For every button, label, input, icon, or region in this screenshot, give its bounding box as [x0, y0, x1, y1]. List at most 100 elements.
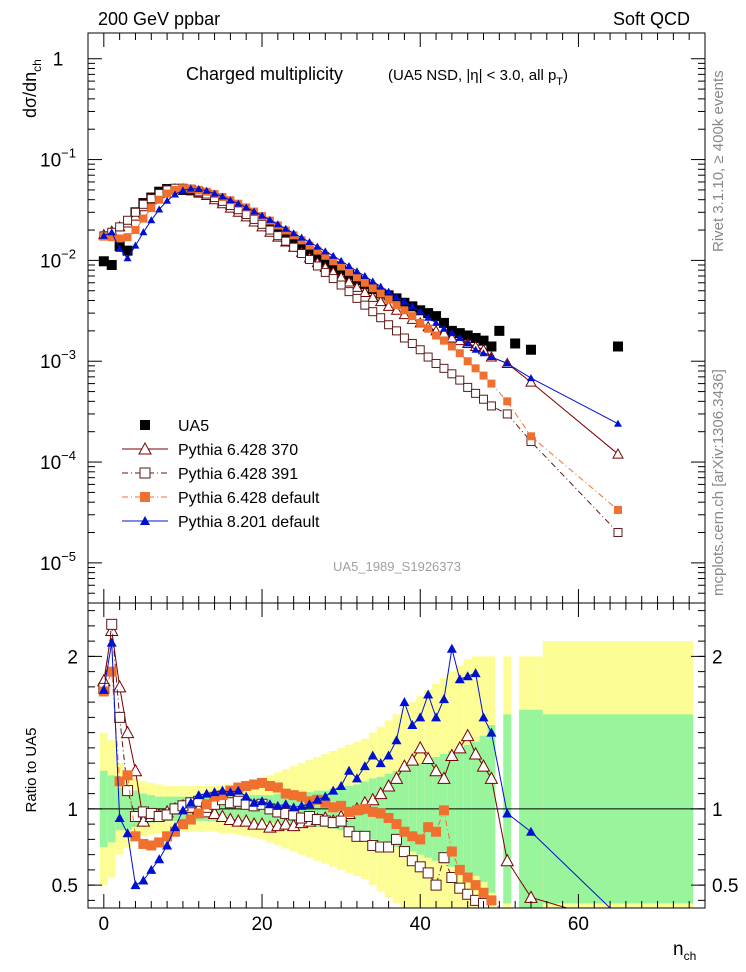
header-left: 200 GeV ppbar	[98, 9, 220, 29]
ratio-point	[438, 694, 449, 704]
data-point	[336, 280, 346, 290]
data-point	[147, 216, 156, 224]
ratio-point	[280, 788, 291, 799]
ratio-point	[430, 879, 442, 891]
ratio-point	[454, 674, 465, 684]
ratio-point	[391, 735, 402, 745]
data-point	[344, 287, 354, 297]
ratio-point	[405, 753, 420, 766]
ratio-point	[365, 792, 380, 806]
ratio-frame	[87, 602, 706, 909]
ratio-point	[454, 864, 465, 875]
data-point	[328, 260, 339, 271]
data-point	[305, 238, 314, 246]
data-point	[384, 320, 394, 330]
data-point	[138, 199, 148, 209]
ratio-point	[225, 787, 236, 797]
ratio-point	[122, 785, 134, 797]
ratio-point	[130, 831, 141, 842]
ratio-point	[209, 791, 220, 802]
ratio-point	[138, 875, 149, 885]
data-point	[454, 328, 465, 339]
data-point	[337, 256, 346, 264]
data-point	[368, 307, 378, 317]
ratio-point	[257, 777, 268, 788]
data-point	[123, 254, 132, 262]
ratio-point	[383, 750, 394, 760]
data-point	[392, 326, 401, 336]
ratio-point	[201, 788, 212, 798]
data-point	[226, 196, 235, 204]
chart-subtitle: (UA5 NSD, |η| < 3.0, all pT)	[388, 67, 568, 88]
ratio-point	[280, 799, 291, 809]
data-point	[163, 196, 172, 204]
ratio-point	[351, 805, 362, 816]
ratio-point	[437, 771, 451, 784]
ratio-point	[423, 689, 434, 699]
data-point	[345, 261, 354, 269]
data-point	[297, 233, 306, 241]
y-tick-label: 10−1	[40, 146, 76, 172]
series-pythia-6-428-default	[99, 184, 622, 514]
data-point	[612, 448, 624, 459]
data-point	[612, 341, 623, 352]
data-point	[368, 284, 377, 293]
data-point	[390, 304, 403, 315]
ratio-point	[438, 805, 449, 816]
ratio-point	[241, 791, 252, 801]
data-point	[416, 318, 425, 327]
ratio-point	[193, 808, 204, 819]
ratio-point	[486, 727, 497, 737]
ratio-point	[114, 776, 125, 787]
data-point	[107, 228, 116, 236]
data-point	[494, 325, 505, 336]
ratio-point	[359, 803, 370, 814]
data-point	[131, 241, 140, 249]
data-point	[242, 203, 251, 211]
data-point	[171, 190, 180, 198]
data-point	[503, 397, 512, 406]
data-point	[241, 210, 251, 220]
series-line-pythia-6-428-370	[103, 188, 619, 455]
data-point	[503, 359, 512, 367]
data-point	[352, 293, 362, 303]
ratio-point	[407, 831, 418, 842]
y-axis-label-text: dσ/dn	[20, 72, 40, 118]
main-panel: 1 10−1 10−2 10−3 10−4 10−5 Charged multiplici…	[20, 32, 706, 604]
ratio-point	[470, 880, 481, 891]
data-point	[439, 363, 449, 373]
series-line-pythia-6-428-default	[103, 187, 619, 511]
ratio-point	[502, 911, 512, 921]
ratio-point	[239, 814, 254, 827]
data-point	[360, 272, 369, 280]
data-point	[526, 432, 535, 441]
data-point	[313, 242, 322, 250]
data-point	[343, 276, 355, 287]
x-tick-label: 60	[568, 914, 589, 935]
legend-marker	[140, 516, 150, 525]
data-point	[352, 267, 361, 275]
data-point	[455, 333, 464, 341]
ratio-series-pythia-6-428-391	[98, 618, 490, 908]
ratio-point	[359, 761, 370, 771]
data-point	[304, 255, 314, 265]
data-point	[613, 528, 623, 538]
data-point	[431, 358, 441, 368]
ratio-point	[328, 785, 339, 795]
ratio-point	[215, 809, 230, 822]
data-point	[423, 352, 433, 362]
data-point	[304, 246, 315, 257]
ratio-point	[391, 833, 402, 845]
ratio-point	[367, 750, 378, 760]
data-point	[328, 274, 338, 284]
data-point	[613, 419, 622, 427]
ratio-point	[399, 826, 410, 837]
ratio-point	[233, 785, 244, 795]
legend-entry: Pythia 6.428 370	[122, 441, 298, 459]
legend-label: Pythia 6.428 391	[178, 466, 298, 483]
ratio-point	[383, 813, 394, 824]
ratio-point	[336, 781, 347, 790]
data-point	[146, 194, 156, 204]
ratio-point	[177, 805, 188, 815]
data-point	[525, 376, 537, 387]
